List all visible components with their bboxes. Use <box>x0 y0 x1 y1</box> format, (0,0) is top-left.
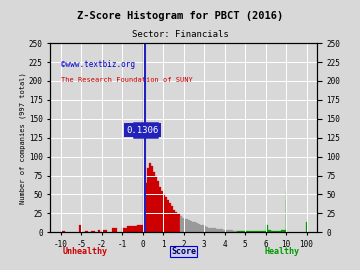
Bar <box>214 228 216 232</box>
Bar <box>181 218 184 232</box>
Bar <box>153 172 155 232</box>
Bar <box>20 231 40 232</box>
Bar <box>184 219 186 232</box>
Text: Sector: Financials: Sector: Financials <box>132 30 228 39</box>
Text: Unhealthy: Unhealthy <box>63 247 108 256</box>
Bar <box>278 231 281 232</box>
Bar <box>206 227 208 232</box>
Text: Z-Score Histogram for PBCT (2016): Z-Score Histogram for PBCT (2016) <box>77 11 283 21</box>
Text: ©www.textbiz.org: ©www.textbiz.org <box>61 60 135 69</box>
Y-axis label: Number of companies (997 total): Number of companies (997 total) <box>19 72 26 204</box>
Bar <box>241 231 243 232</box>
Bar <box>266 225 268 232</box>
Bar <box>194 222 196 232</box>
Bar <box>247 231 249 232</box>
Bar <box>239 231 241 232</box>
Bar <box>233 231 235 232</box>
Bar <box>202 225 204 232</box>
Bar <box>143 45 145 232</box>
Bar <box>216 229 219 232</box>
Bar <box>196 223 198 232</box>
Bar <box>91 231 95 232</box>
Bar <box>273 231 276 232</box>
Bar <box>208 228 210 232</box>
Bar <box>102 230 107 232</box>
Bar <box>231 230 233 232</box>
Bar <box>149 163 151 232</box>
Bar <box>171 207 174 232</box>
Bar <box>192 222 194 232</box>
Bar <box>138 225 143 232</box>
Bar <box>175 212 177 232</box>
Bar <box>281 230 284 232</box>
Bar <box>264 231 266 232</box>
Bar <box>237 231 239 232</box>
Text: 0.1306: 0.1306 <box>127 126 159 135</box>
Bar <box>122 228 127 232</box>
Bar <box>79 225 81 232</box>
Bar <box>180 216 181 232</box>
Bar <box>157 181 159 232</box>
Bar <box>98 230 100 232</box>
Bar <box>220 229 222 232</box>
Bar <box>186 219 188 232</box>
Bar <box>255 231 257 232</box>
Bar <box>165 197 167 232</box>
Bar <box>161 191 163 232</box>
Bar <box>85 231 88 232</box>
Bar <box>271 231 273 232</box>
Bar <box>198 224 200 232</box>
Bar <box>260 231 261 232</box>
Bar <box>112 228 117 232</box>
Bar <box>174 210 175 232</box>
Bar <box>257 231 260 232</box>
Bar <box>190 221 192 232</box>
Bar <box>163 194 165 232</box>
Bar <box>219 229 220 232</box>
Bar <box>145 183 147 232</box>
Bar <box>227 230 229 232</box>
Text: Healthy: Healthy <box>265 247 300 256</box>
Bar <box>229 230 231 232</box>
Text: Score: Score <box>171 247 196 256</box>
Bar <box>200 225 202 232</box>
Bar <box>268 230 271 232</box>
Bar <box>225 230 227 232</box>
Bar <box>151 166 153 232</box>
Bar <box>243 231 245 232</box>
Bar <box>127 226 132 232</box>
Bar <box>204 226 206 232</box>
Bar <box>169 204 171 232</box>
Bar <box>261 231 264 232</box>
Text: The Research Foundation of SUNY: The Research Foundation of SUNY <box>61 77 193 83</box>
Bar <box>212 228 214 232</box>
Bar <box>251 231 253 232</box>
Bar <box>132 226 138 232</box>
Bar <box>147 168 149 232</box>
Bar <box>276 231 278 232</box>
Bar <box>235 231 237 232</box>
Bar <box>249 231 251 232</box>
Bar <box>210 228 212 232</box>
Bar <box>177 214 180 232</box>
Bar <box>159 187 161 232</box>
Bar <box>167 200 169 232</box>
Bar <box>222 230 225 232</box>
Bar <box>155 176 157 232</box>
Bar <box>60 231 65 232</box>
Bar <box>188 220 190 232</box>
Bar <box>245 231 247 232</box>
Bar <box>284 230 286 232</box>
Bar <box>253 231 255 232</box>
